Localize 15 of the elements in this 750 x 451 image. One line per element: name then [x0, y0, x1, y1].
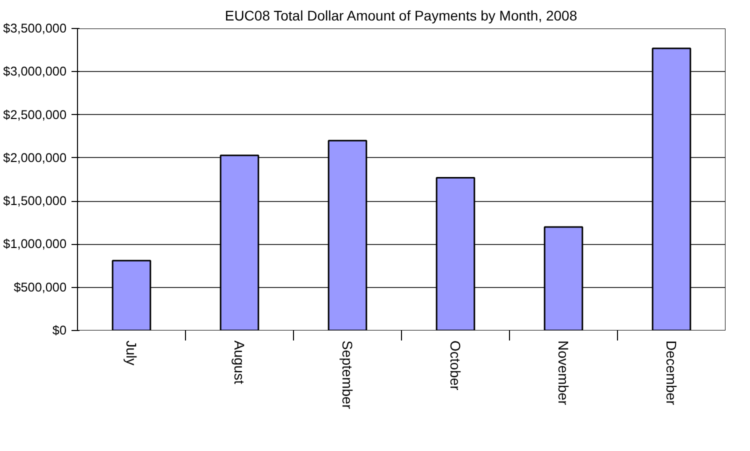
y-tick-label: $0 [52, 324, 66, 338]
x-tick-label: August [232, 340, 248, 384]
y-tick-label: $500,000 [14, 280, 67, 294]
x-tick-label: September [340, 340, 356, 410]
y-tick-label: $3,500,000 [3, 22, 66, 36]
y-tick-label: $1,000,000 [3, 237, 66, 252]
y-tick-label: $3,000,000 [3, 64, 66, 79]
chart-title: EUC08 Total Dollar Amount of Payments by Month, 2008 [224, 8, 578, 24]
y-tick-label: $2,000,000 [3, 150, 66, 165]
x-tick-label: October [448, 340, 464, 391]
y-tick-label: $2,500,000 [3, 108, 66, 122]
x-tick-label: December [664, 340, 680, 406]
y-tick-label: $1,500,000 [3, 194, 66, 208]
x-tick-label: November [556, 340, 572, 406]
x-tick-label: July [124, 340, 140, 366]
